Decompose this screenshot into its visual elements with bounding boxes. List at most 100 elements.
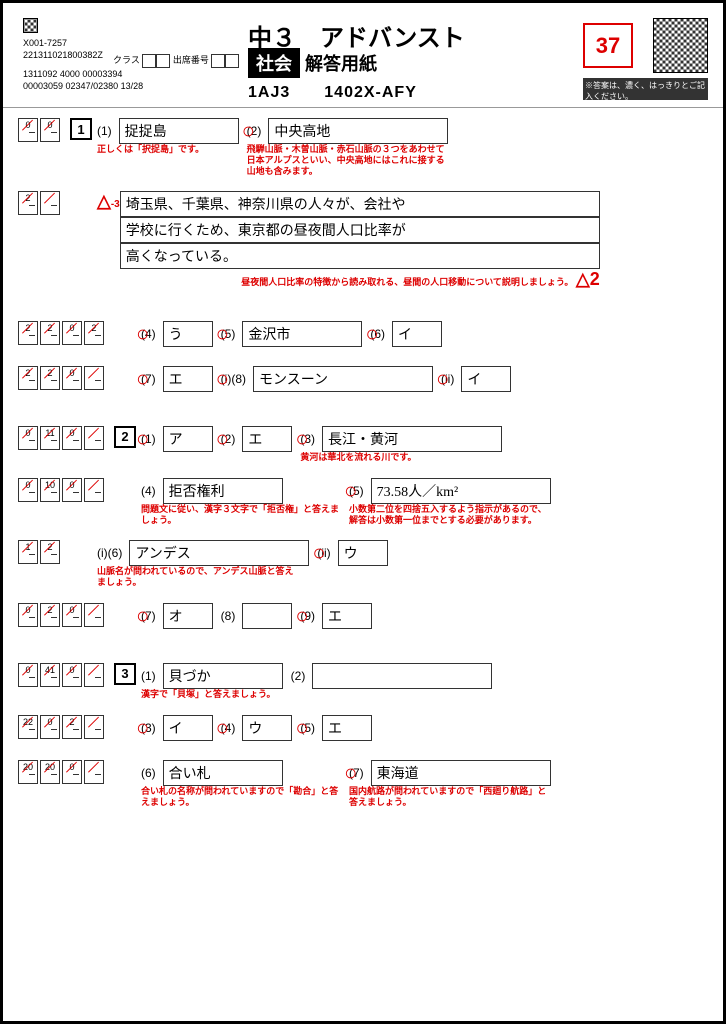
- score-boxes: 20／20／0／／: [18, 760, 104, 784]
- answer-box: 捉捉島: [119, 118, 239, 144]
- deduction-triangle: △-3: [97, 191, 120, 212]
- answer-box: ア: [163, 426, 213, 452]
- item: ○(2) エ: [221, 426, 293, 452]
- answer-row: 2／／△-3埼玉県、千葉県、神奈川県の人々が、会社や学校に行くため、東京都の昼夜…: [18, 191, 708, 291]
- answer-box: 貝づか: [163, 663, 283, 689]
- answer-box: 中央高地: [268, 118, 448, 144]
- correction-note: 小数第二位を四捨五入するよう指示があるので、解答は小数第一位までとする必要があり…: [349, 504, 549, 526]
- item: ○(7) エ: [141, 366, 213, 392]
- answer-box: イ: [461, 366, 511, 392]
- mini-score: 20／: [18, 760, 38, 784]
- question-number: ○(7): [141, 372, 156, 386]
- score-boxes: 0／41／0／／: [18, 663, 104, 687]
- answer-box: エ: [242, 426, 292, 452]
- mini-score: 1／: [18, 540, 38, 564]
- mini-score: ／: [84, 663, 104, 687]
- answer-box: エ: [322, 715, 372, 741]
- item: ○(1) ア: [141, 426, 213, 452]
- answer-line: 高くなっている。: [120, 243, 600, 269]
- question-number: ○(9): [300, 609, 315, 623]
- answer-row: 1／2／(i)(6)アンデス山脈名が問われているので、アンデス山脈と答えましょう…: [18, 540, 708, 588]
- items-wrap: (6)合い札合い札の名称が問われていますので「勘合」と答えましょう。○(7)東海…: [141, 760, 708, 808]
- total-score: 37: [583, 23, 633, 68]
- question-number: (8): [221, 609, 236, 623]
- correction-note: 昼夜間人口比率の特徴から読み取れる、昼間の人口移動について説明しましょう。 △2: [120, 269, 600, 291]
- question-number: ○(5): [300, 721, 315, 735]
- mini-score: 0／: [62, 760, 82, 784]
- answer-box: [312, 663, 492, 689]
- score-boxes: 1／2／: [18, 540, 60, 564]
- qr-code-right: [653, 18, 708, 73]
- form-codes: 1AJ3 1402X-AFY: [248, 78, 417, 102]
- answer-box: イ: [392, 321, 442, 347]
- answer-sheet-header: X001-7257 221311021800382Z 1311092 4000 …: [3, 3, 723, 108]
- answer-box: 東海道: [371, 760, 551, 786]
- score-boxes: 0／10／0／／: [18, 478, 104, 502]
- mini-score: ／: [84, 478, 104, 502]
- item: ○(2)中央高地飛騨山脈・木曽山脈・赤石山脈の３つをあわせて日本アルプスといい、…: [247, 118, 449, 176]
- question-number: ○(7): [349, 766, 364, 780]
- section-number: 2: [114, 426, 136, 448]
- mini-score: 0／: [18, 663, 38, 687]
- mini-score: 11／: [40, 426, 60, 450]
- mini-score: 2／: [40, 540, 60, 564]
- answer-line: 学校に行くため、東京都の昼夜間人口比率が: [120, 217, 600, 243]
- answer-box: 73.58人／km²: [371, 478, 551, 504]
- answer-row: 0／11／0／／2○(1)ア○(2)エ○(3)長江・黄河黄河は華北を流れる川です…: [18, 426, 708, 463]
- score-boxes: 0／0／: [18, 118, 60, 142]
- correction-note: 正しくは「択捉島」です。: [97, 144, 239, 155]
- item: (1)貝づか漢字で「貝塚」と答えましょう。: [141, 663, 283, 700]
- mini-score: ／: [84, 715, 104, 739]
- item: ○(4)ウ: [221, 715, 293, 741]
- question-number: ○(5): [349, 484, 364, 498]
- answer-box: エ: [163, 366, 213, 392]
- mini-score: 0／: [62, 321, 82, 345]
- mini-score: ／: [84, 426, 104, 450]
- answer-box: モンスーン: [253, 366, 433, 392]
- answer-row: 0／41／0／／3(1)貝づか漢字で「貝塚」と答えましょう。(2): [18, 663, 708, 700]
- question-number: ○(4): [141, 327, 156, 341]
- question-number: ○(2): [221, 432, 236, 446]
- correction-note: 合い札の名称が問われていますので「勘合」と答えましょう。: [141, 786, 341, 808]
- items-wrap: (1)捉捉島正しくは「択捉島」です。○(2)中央高地飛騨山脈・木曽山脈・赤石山脈…: [97, 118, 708, 176]
- answer-box: [242, 603, 292, 629]
- question-number: ○(3): [300, 432, 315, 446]
- answer-box: ウ: [242, 715, 292, 741]
- item: (8): [221, 603, 293, 629]
- mini-score: 0／: [18, 603, 38, 627]
- mini-score: 0／: [62, 663, 82, 687]
- item: ○(i)(8)モンスーン: [221, 366, 433, 392]
- answer-content: 0／0／1(1)捉捉島正しくは「択捉島」です。○(2)中央高地飛騨山脈・木曽山脈…: [3, 108, 723, 832]
- mini-score: ／: [40, 191, 60, 215]
- question-number: ○(1): [141, 432, 156, 446]
- item: ○(ii)イ: [441, 366, 511, 392]
- id-line: 1311092 4000 00003394: [23, 69, 143, 81]
- mini-score: 2／: [18, 321, 38, 345]
- mini-score: ／: [84, 366, 104, 390]
- answer-row: 0／0／1(1)捉捉島正しくは「択捉島」です。○(2)中央高地飛騨山脈・木曽山脈…: [18, 118, 708, 176]
- mini-score: 2／: [40, 321, 60, 345]
- mini-score: 0／: [62, 426, 82, 450]
- question-number: ○(3): [141, 721, 156, 735]
- instruction-box: ※答案は、濃く、はっきりとご記入ください。: [583, 78, 708, 100]
- item: ○(3)長江・黄河黄河は華北を流れる川です。: [300, 426, 502, 463]
- mini-score: ／: [84, 603, 104, 627]
- qr-code-left: [23, 18, 38, 33]
- score-boxes: 22／0／2／／: [18, 715, 104, 739]
- item: ○(9)エ: [300, 603, 372, 629]
- answer-row: 0／10／0／／(4)拒否権利問題文に従い、漢字３文字で「拒否権」と答えましょう…: [18, 478, 708, 526]
- question-number: (6): [141, 766, 156, 780]
- answer-row: 0／2／0／／○(7)オ(8)○(9)エ: [18, 603, 708, 633]
- item: (1)捉捉島正しくは「択捉島」です。: [97, 118, 239, 155]
- mini-score: 0／: [18, 478, 38, 502]
- question-number: (4): [141, 484, 156, 498]
- mini-score: 22／: [18, 715, 38, 739]
- items-wrap: ○(7) エ ○(i)(8)モンスーン ○(ii)イ: [141, 366, 708, 392]
- mini-score: 0／: [62, 478, 82, 502]
- item: ○(6)イ: [370, 321, 442, 347]
- class-number-boxes: クラス 出席番号: [113, 53, 239, 68]
- score-boxes: 0／2／0／／: [18, 603, 104, 627]
- answer-row: 20／20／0／／(6)合い札合い札の名称が問われていますので「勘合」と答えまし…: [18, 760, 708, 808]
- item: ○(5) エ: [300, 715, 372, 741]
- mini-score: 0／: [18, 426, 38, 450]
